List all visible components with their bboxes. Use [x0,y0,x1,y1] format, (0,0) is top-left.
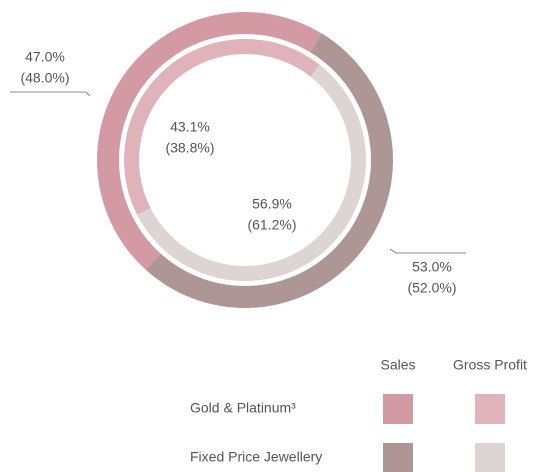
leader-line [10,91,91,97]
value-label: 43.1% [170,119,210,135]
legend-swatch [475,394,505,424]
donut-segment [96,11,322,270]
value-label: 53.0% [412,259,452,275]
legend-swatch [383,394,413,424]
prior-value-label: (61.2%) [247,217,296,233]
legend-header: Sales [380,357,415,373]
legend-header: Gross Profit [453,357,527,373]
legend-label: Fixed Price Jewellery [190,449,322,465]
leader-line [389,248,466,254]
prior-value-label: (48.0%) [20,70,69,86]
value-label: 56.9% [252,196,292,212]
prior-value-label: (38.8%) [165,140,214,156]
donut-segment [145,33,393,308]
donut-segment [124,38,320,215]
donut-segment [137,64,366,281]
legend-swatch [383,443,413,472]
prior-value-label: (52.0%) [407,280,456,296]
legend-label: Gold & Platinum³ [190,400,296,416]
value-label: 47.0% [25,49,65,65]
legend-swatch [475,443,505,472]
